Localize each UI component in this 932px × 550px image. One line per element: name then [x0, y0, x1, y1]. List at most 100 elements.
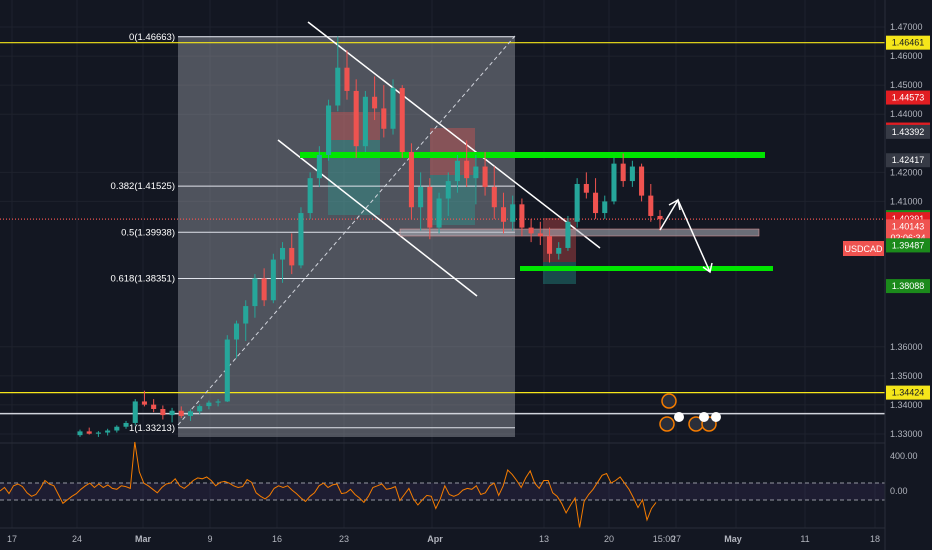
candle-body [556, 247, 562, 254]
price-tick-label: 1.41000 [890, 196, 923, 206]
candle-body [372, 96, 378, 109]
time-tick-label: 16 [272, 534, 282, 544]
candle-body [657, 215, 663, 220]
candle-body [528, 227, 534, 234]
candle-body [611, 163, 617, 202]
candle-body [574, 183, 580, 222]
event-count-icon [699, 412, 709, 422]
oscillator-tick-label: 0.00 [890, 486, 908, 496]
candle-body [243, 306, 249, 324]
candle-body [252, 278, 258, 307]
support-zone[interactable] [520, 266, 773, 271]
time-tick-label: Mar [135, 534, 152, 544]
descending-channel[interactable] [277, 21, 601, 297]
price-label-text: 1.38088 [892, 281, 925, 291]
candle-body [427, 186, 433, 228]
candle-body [473, 166, 479, 179]
price-labels: 1.464611.445731.434731.433921.424171.404… [886, 35, 930, 400]
candle-body [307, 178, 313, 214]
candle-body [289, 247, 295, 266]
price-axis[interactable]: 1.47000 1.46000 1.45000 1.44000 1.42000 1.410… [890, 22, 923, 439]
oscillator-axis[interactable]: 400.00 0.00 [890, 451, 918, 496]
candle-body [602, 201, 608, 214]
price-label-text: 1.40391 [892, 214, 925, 224]
candle-body [206, 402, 212, 407]
event-markers[interactable] [659, 393, 721, 432]
candle-body [261, 278, 267, 301]
candle-body [224, 339, 230, 402]
candle-body [418, 186, 424, 208]
fib-trend-line [177, 35, 516, 426]
price-tick-label: 1.45000 [890, 80, 923, 90]
horizontal-levels[interactable] [0, 42, 885, 415]
time-tick-label: 27 [671, 534, 681, 544]
candle-body [215, 401, 221, 403]
fib-level-label: 0(1.46663) [129, 32, 175, 43]
candle-body [280, 247, 286, 260]
symbol-tag-bg [843, 241, 884, 256]
fib-level-label: 1(1.33213) [129, 423, 175, 434]
fib-level-label: 0.618(1.38351) [111, 273, 175, 284]
candle-body [537, 233, 543, 237]
fib-level-label: 0.5(1.39938) [121, 227, 175, 238]
candle-body [233, 323, 240, 340]
price-label-badge [886, 153, 930, 168]
oscillator-tick-label: 400.00 [890, 451, 918, 461]
price-tick-label: 1.46000 [890, 51, 923, 61]
candle-body [639, 166, 645, 196]
candle-body [408, 152, 414, 208]
resistance-zone[interactable] [300, 152, 765, 158]
fibonacci-retracement[interactable]: 0(1.46663) 0.382(1.41525) 0.5(1.39938) 0.61… [111, 32, 515, 434]
price-tick-label: 1.35000 [890, 371, 923, 381]
projection-path[interactable] [659, 198, 713, 274]
event-count-icon [711, 412, 721, 422]
candle-body [316, 154, 322, 179]
candle-body [132, 401, 138, 423]
time-tick-label: 11 [800, 534, 809, 544]
time-tick-label: 15:00 [653, 534, 676, 544]
price-label-text: 1.34424 [892, 388, 925, 398]
candle-body [620, 163, 626, 182]
candle-body [141, 401, 147, 405]
time-tick-label: 9 [207, 534, 212, 544]
candle-body [86, 431, 92, 434]
candle-body [151, 404, 157, 409]
candle-body [546, 236, 553, 254]
candle-body [482, 166, 488, 187]
candle-body [77, 431, 83, 436]
price-tick-label: 1.33000 [890, 429, 923, 439]
price-tick-label: 1.34000 [890, 400, 923, 410]
candle-body [648, 195, 654, 216]
grid [0, 0, 885, 528]
candle-body [353, 90, 359, 147]
candle-body [169, 410, 175, 416]
pivot-zone[interactable] [399, 228, 760, 237]
price-label-text: 1.43392 [892, 127, 925, 137]
candle-body [160, 408, 166, 416]
time-tick-label: 20 [604, 534, 614, 544]
price-label-badge [886, 385, 930, 400]
price-label-text: 1.39487 [892, 240, 925, 250]
price-label-badge [886, 238, 930, 253]
price-label-text: 02:06:34 [890, 233, 925, 243]
candle-body [187, 411, 194, 416]
candle-body [335, 67, 341, 106]
candle-body [362, 96, 368, 147]
time-tick-label: 23 [339, 534, 349, 544]
time-tick-label: 18 [870, 534, 880, 544]
candle-body [436, 198, 442, 228]
candle-body [445, 181, 451, 199]
price-tick-label: 1.42000 [890, 167, 923, 177]
candle-body [344, 67, 350, 91]
candle-body [454, 160, 460, 182]
price-label-text: 1.44573 [892, 93, 925, 103]
candle-body [114, 426, 120, 431]
price-tick-label: 1.47000 [890, 22, 923, 32]
candle-body [95, 432, 101, 434]
candle-body [105, 430, 111, 433]
candle-body [123, 422, 129, 427]
fib-level-label: 0.382(1.41525) [111, 181, 175, 192]
